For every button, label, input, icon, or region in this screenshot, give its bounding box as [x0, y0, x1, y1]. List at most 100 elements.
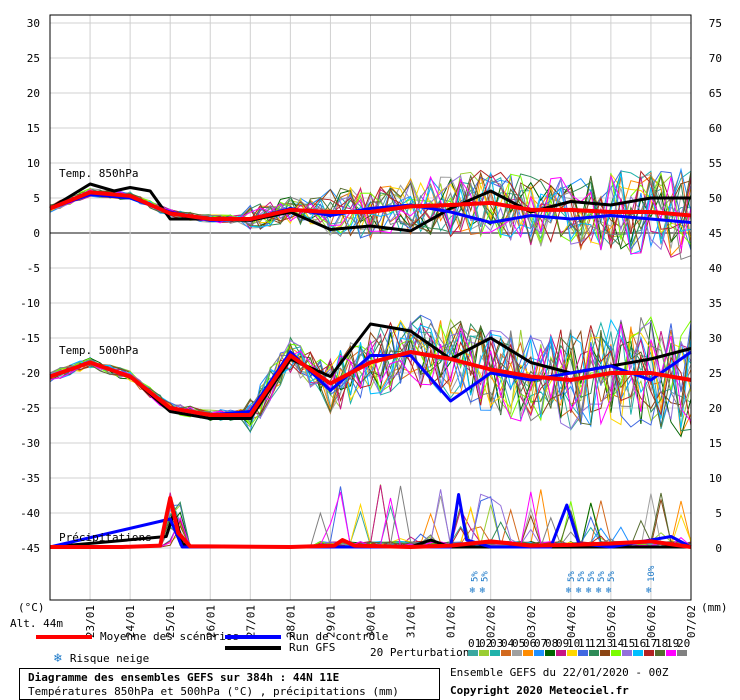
label-precipitations: Précipitations [59, 531, 152, 544]
perturbation-legend-swatch [644, 650, 654, 656]
series-gfs-t850 [49, 182, 691, 233]
right-tick-label: 5 [715, 507, 722, 520]
snowflake-icon: ❄ [54, 651, 62, 666]
perturbation-legend-label: 02 [479, 638, 492, 650]
perturbation-legend-label: 18 [655, 638, 668, 650]
day-tick-label: 24/01 [124, 605, 137, 638]
legend-snow: ❄ Risque neige [54, 651, 149, 666]
snowflake-icon: ❄ [566, 586, 572, 596]
right-tick-label: 30 [709, 332, 722, 345]
perturbation-legend-label: 13 [600, 638, 613, 650]
right-tick-label: 60 [709, 122, 722, 135]
snow-risk-label: 5% [597, 571, 607, 582]
day-tick-label: 23/01 [84, 605, 97, 638]
perturbation-legend-label: 20 [677, 638, 690, 650]
label-temp-500: Temp. 500hPa [59, 344, 138, 357]
perturbation-legend-swatch [545, 650, 555, 656]
snow-risk-label: 5% [567, 571, 577, 582]
legend-mean-label: Moyenne des scénarios [100, 630, 240, 643]
run-info: Ensemble GEFS du 22/01/2020 - 00Z [450, 666, 669, 679]
day-tick-label: 29/01 [324, 605, 337, 638]
perturbation-legend-label: 04 [501, 638, 515, 650]
perturbation-legend-swatch [655, 650, 665, 656]
snow-risk-label: 5% [587, 571, 597, 582]
perturbation-legend-swatch [556, 650, 566, 656]
perturbation-legend-swatch [468, 650, 478, 656]
legend-perturbations-label: 20 Perturbations [370, 646, 476, 659]
day-tick-label: 28/01 [284, 605, 297, 638]
perturbation-legend-label: 15 [622, 638, 635, 650]
perturbation-legend-label: 01 [468, 638, 481, 650]
left-tick-label: -20 [20, 367, 40, 380]
snow-risk-label: 5% [577, 571, 587, 582]
left-tick-label: -15 [20, 332, 40, 345]
snowflake-icon: ❄ [586, 586, 592, 596]
legend-gfs-label: Run GFS [289, 641, 336, 654]
left-tick-label: 10 [27, 157, 40, 170]
perturbation-legend-swatch [622, 650, 632, 656]
left-tick-label: -30 [20, 437, 40, 450]
right-axis-unit: (mm) [701, 601, 728, 614]
perturbation-legend-label: 16 [633, 638, 646, 650]
day-tick-label: 06/02 [645, 605, 658, 638]
legend-mean-swatch [36, 634, 92, 639]
perturbation-legend-swatch [633, 650, 643, 656]
perturbation-legend-label: 03 [490, 638, 503, 650]
left-tick-label: -10 [20, 297, 40, 310]
day-tick-label: 03/02 [525, 605, 538, 638]
snowflake-icon: ❄ [596, 586, 602, 596]
left-tick-label: 0 [33, 227, 40, 240]
perturbation-legend-label: 14 [611, 638, 625, 650]
perturbation-legend-swatch [677, 650, 687, 656]
perturbation-legend-swatch [600, 650, 610, 656]
perturbation-legend-label: 11 [578, 638, 591, 650]
legend-control-label: Run de contrôle [289, 630, 389, 643]
perturbation-legend-label: 07 [534, 638, 547, 650]
snow-risk-label: 5% [481, 571, 491, 582]
perturbation-legend-label: 19 [666, 638, 679, 650]
right-tick-label: 70 [709, 52, 722, 65]
perturbation-legend-label: 12 [589, 638, 602, 650]
legend-gfs-swatch [225, 645, 281, 650]
day-tick-label: 05/02 [605, 605, 618, 638]
footer-subtitle: Températures 850hPa et 500hPa (°C) , pré… [28, 685, 399, 698]
right-tick-label: 45 [709, 227, 722, 240]
snow-risk-label: 10% [647, 565, 657, 582]
snow-risk-label: 5% [471, 571, 481, 582]
left-tick-label: 15 [27, 122, 40, 135]
day-tick-label: 26/01 [204, 605, 217, 638]
legend-gfs: Run GFS [225, 641, 335, 654]
copyright: Copyright 2020 Meteociel.fr [450, 684, 629, 697]
left-tick-label: -25 [20, 402, 40, 415]
footer-title: Diagramme des ensembles GEFS sur 384h : … [28, 671, 340, 684]
day-tick-label: 01/02 [445, 605, 458, 638]
right-tick-label: 50 [709, 192, 722, 205]
day-tick-label: 04/02 [565, 605, 578, 638]
chart-grid [49, 15, 692, 600]
perturbation-legend-swatch [578, 650, 588, 656]
snow-risk-label: 5% [607, 571, 617, 582]
perturbation-legend-label: 08 [545, 638, 558, 650]
series-mean-precip [50, 496, 692, 549]
snowflake-icon: ❄ [606, 586, 612, 596]
perturbation-legend-label: 06 [523, 638, 536, 650]
right-tick-label: 10 [709, 472, 722, 485]
perturbation-legend-label: 17 [644, 638, 657, 650]
series-mean-t850 [49, 190, 692, 221]
legend-snow-label: Risque neige [69, 652, 150, 665]
perturbation-legend-swatch [567, 650, 577, 656]
left-tick-label: 30 [27, 17, 40, 30]
right-tick-label: 65 [709, 87, 722, 100]
day-tick-label: 30/01 [365, 605, 378, 638]
right-tick-label: 55 [709, 157, 722, 170]
right-tick-label: 20 [709, 402, 722, 415]
day-tick-label: 07/02 [685, 605, 698, 638]
right-tick-label: 25 [709, 367, 722, 380]
perturbation-legend-label: 09 [556, 638, 569, 650]
right-tick-label: 0 [715, 542, 722, 555]
snow-risk-markers: 5% ❄ 5% ❄ 5% ❄ 5% ❄ 5% ❄ 5% ❄ 5% ❄ 10% ❄ [470, 565, 657, 596]
left-tick-label: -5 [27, 262, 40, 275]
main-lines [49, 182, 692, 549]
